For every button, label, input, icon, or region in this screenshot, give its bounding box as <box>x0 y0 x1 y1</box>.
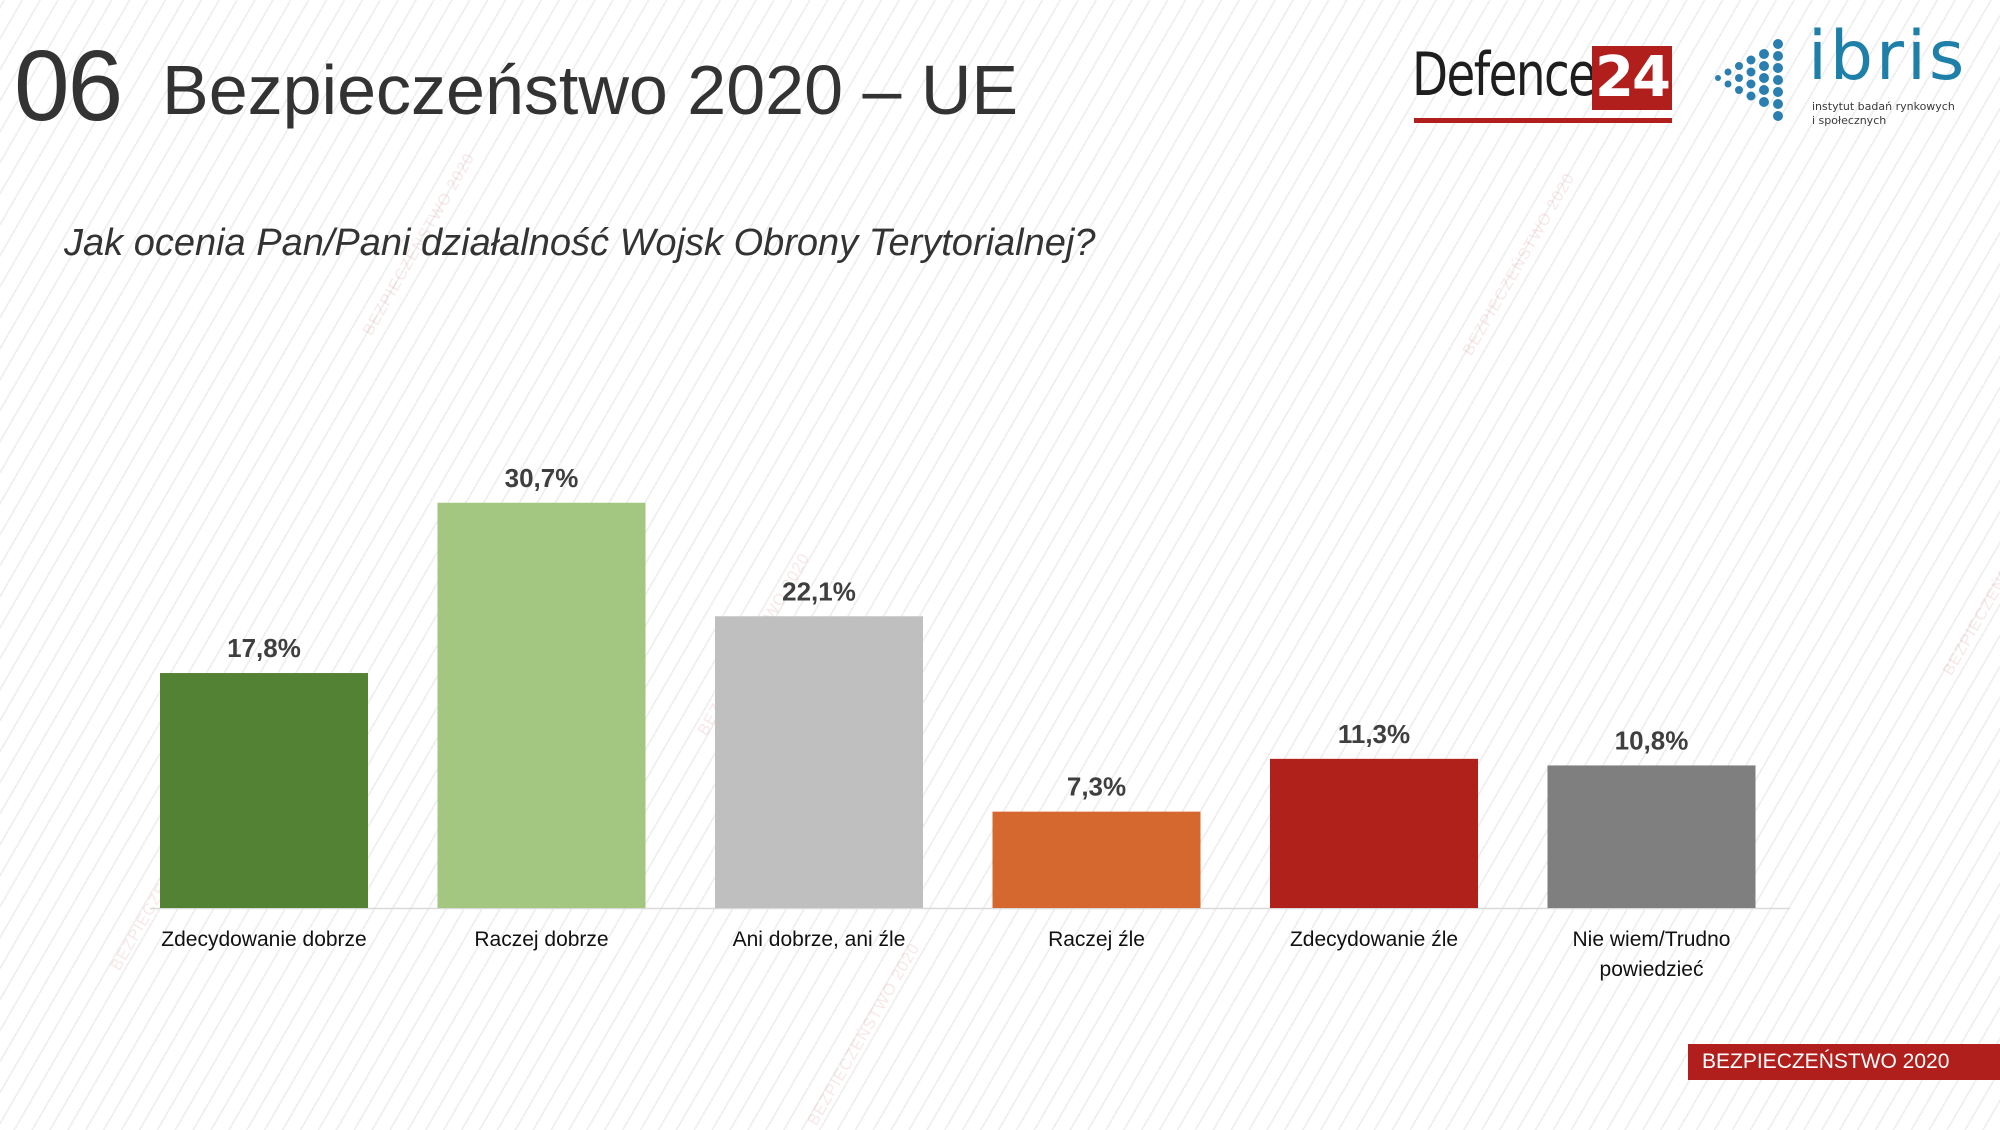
category-label: Ani dobrze, ani źle <box>733 928 906 951</box>
bar <box>715 616 923 908</box>
bar <box>437 502 646 908</box>
data-label: 17,8% <box>227 633 301 663</box>
page-title: Bezpieczeństwo 2020 – UE <box>162 51 1019 129</box>
bar <box>992 811 1201 908</box>
ibris-logo-word: ibris <box>1808 17 1968 96</box>
data-label: 7,3% <box>1067 772 1126 802</box>
category-label: Raczej dobrze <box>474 928 608 951</box>
bar <box>1547 765 1756 908</box>
ibris-dots-icon <box>1715 39 1783 121</box>
bar <box>160 673 368 908</box>
ibris-logo: ibris instytut badań rynkowych i społecz… <box>1708 19 1988 138</box>
defence24-logo-number: 24 <box>1592 46 1672 110</box>
bar <box>1270 758 1478 908</box>
category-label: Nie wiem/Trudno <box>1573 928 1731 951</box>
category-label: Zdecydowanie źle <box>1290 928 1458 951</box>
ibris-logo-tagline: instytut badań rynkowych i społecznych <box>1812 100 1962 129</box>
survey-question: Jak ocenia Pan/Pani działalność Wojsk Ob… <box>64 222 1096 264</box>
data-label: 22,1% <box>782 576 856 606</box>
category-label: Raczej źle <box>1048 928 1145 951</box>
category-label: Zdecydowanie dobrze <box>161 928 366 951</box>
data-label: 11,3% <box>1338 719 1410 749</box>
slide-number: 06 <box>14 30 123 142</box>
category-label: powiedzieć <box>1600 958 1704 981</box>
data-label: 10,8% <box>1615 725 1689 755</box>
data-label: 30,7% <box>505 463 579 493</box>
ibris-tagline-line: i społecznych <box>1812 114 1887 128</box>
ibris-tagline-line: instytut badań rynkowych <box>1812 100 1955 113</box>
defence24-logo-underline <box>1414 118 1672 123</box>
defence24-logo: Defence 24 <box>1412 40 1674 124</box>
footer-badge: BEZPIECZEŃSTWO 2020 <box>1688 1044 2000 1080</box>
defence24-logo-word: Defence <box>1412 40 1597 110</box>
